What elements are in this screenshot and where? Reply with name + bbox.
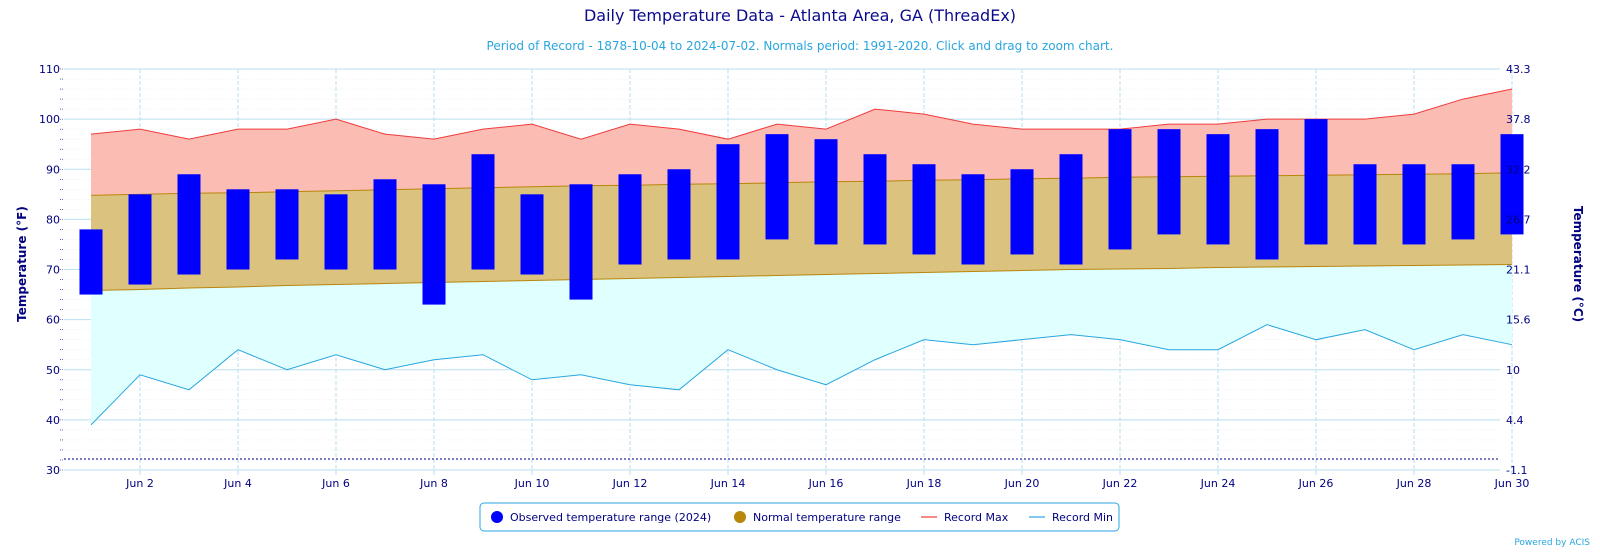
observed-bar[interactable] [177, 174, 201, 275]
observed-bar[interactable] [1255, 129, 1279, 260]
y-tick-label: 40 [46, 414, 60, 427]
y-tick-label: 60 [46, 314, 60, 327]
y-tick-label: 110 [39, 63, 60, 76]
y-tick-label-right: 37.8 [1506, 113, 1531, 126]
y-tick-label: 30 [46, 464, 60, 477]
observed-bar[interactable] [1353, 164, 1377, 245]
legend-record-min-label: Record Min [1052, 511, 1113, 524]
y-tick-label-right: 32.2 [1506, 163, 1531, 176]
x-tick-label: Jun 14 [710, 477, 746, 490]
observed-bar[interactable] [765, 134, 789, 240]
axes: 30 40 50 60 70 80 90 100 110 -1.1 4.4 10 15.6 21.1 26.… [39, 63, 1531, 490]
x-tick-label: Jun 20 [1004, 477, 1040, 490]
observed-bar[interactable] [1010, 169, 1034, 255]
y-tick-label: 100 [39, 113, 60, 126]
observed-bar[interactable] [569, 184, 593, 300]
x-tick-label: Jun 28 [1396, 477, 1432, 490]
x-tick-label: Jun 8 [419, 477, 448, 490]
observed-bar[interactable] [275, 189, 299, 260]
x-tick-label: Jun 12 [612, 477, 648, 490]
observed-bar[interactable] [1402, 164, 1426, 245]
legend-normal-label: Normal temperature range [753, 511, 901, 524]
legend-record-max-label: Record Max [944, 511, 1009, 524]
observed-bar[interactable] [1157, 129, 1181, 235]
record-min-line [90, 324, 1513, 426]
legend-observed-label: Observed temperature range (2024) [510, 511, 711, 524]
y-tick-label-right: 43.3 [1506, 63, 1531, 76]
observed-bar[interactable] [667, 169, 691, 260]
observed-bar[interactable] [422, 184, 446, 305]
record-max-line [90, 88, 1513, 140]
y-tick-label-right: 21.1 [1506, 264, 1531, 277]
y-tick-label: 70 [46, 264, 60, 277]
x-tick-label: Jun 4 [223, 477, 252, 490]
legend-item-record-min[interactable]: Record Min [1029, 511, 1113, 524]
observed-bar[interactable] [128, 194, 152, 285]
normal-low-line [90, 263, 1513, 292]
observed-bar[interactable] [324, 194, 348, 270]
observed-bar[interactable] [1206, 134, 1230, 245]
x-tick-label: Jun 18 [906, 477, 942, 490]
y-tick-label: 50 [46, 364, 60, 377]
observed-bar[interactable] [373, 179, 397, 270]
observed-bar[interactable] [961, 174, 985, 265]
observed-bar[interactable] [1108, 129, 1132, 250]
legend-item-record-max[interactable]: Record Max [921, 511, 1009, 524]
legend-observed-marker [491, 511, 503, 523]
y-tick-label-right: -1.1 [1506, 464, 1527, 477]
x-tick-label: Jun 22 [1102, 477, 1138, 490]
observed-bar[interactable] [226, 189, 250, 270]
credit-link[interactable]: Powered by ACIS [1514, 538, 1590, 548]
y-tick-label: 90 [46, 163, 60, 176]
y-tick-label: 80 [46, 213, 60, 226]
observed-bar[interactable] [716, 144, 740, 260]
legend[interactable]: Observed temperature range (2024) Normal… [479, 502, 1120, 532]
observed-bar[interactable] [814, 139, 838, 245]
observed-bar[interactable] [863, 154, 887, 245]
normal-range-area [91, 172, 1512, 291]
observed-bar[interactable] [1500, 134, 1524, 235]
chart-title: Daily Temperature Data - Atlanta Area, G… [583, 6, 1017, 25]
observed-bar[interactable] [618, 174, 642, 265]
y-tick-label-right: 4.4 [1506, 414, 1524, 427]
y-tick-label-right: 10 [1506, 364, 1520, 377]
x-tick-label: Jun 2 [125, 477, 154, 490]
legend-box [479, 502, 1120, 532]
observed-bar[interactable] [520, 194, 544, 275]
x-tick-label: Jun 24 [1200, 477, 1236, 490]
observed-bar[interactable] [1304, 119, 1328, 245]
legend-item-normal[interactable]: Normal temperature range [734, 511, 901, 524]
y-tick-label-right: 26.7 [1506, 213, 1531, 226]
x-tick-label: Jun 30 [1494, 477, 1530, 490]
chart-subtitle: Period of Record - 1878-10-04 to 2024-07… [486, 39, 1114, 53]
x-tick-label: Jun 26 [1298, 477, 1334, 490]
y-axis-title-left: Temperature (°F) [15, 206, 29, 322]
observed-bar[interactable] [912, 164, 936, 255]
legend-item-observed[interactable]: Observed temperature range (2024) [491, 511, 711, 524]
x-tick-label: Jun 10 [514, 477, 550, 490]
observed-bars[interactable] [79, 119, 1524, 305]
y-tick-label-right: 15.6 [1506, 314, 1531, 327]
y-axis-title-right: Temperature (°C) [1571, 206, 1585, 322]
observed-bar[interactable] [1059, 154, 1083, 265]
observed-bar[interactable] [1451, 164, 1475, 240]
x-tick-label: Jun 6 [321, 477, 350, 490]
observed-bar[interactable] [471, 154, 495, 270]
x-tick-label: Jun 16 [808, 477, 844, 490]
above-normal-area [91, 89, 1512, 196]
range-bands [91, 89, 1512, 425]
observed-bar[interactable] [79, 229, 103, 295]
legend-normal-marker [734, 511, 746, 523]
